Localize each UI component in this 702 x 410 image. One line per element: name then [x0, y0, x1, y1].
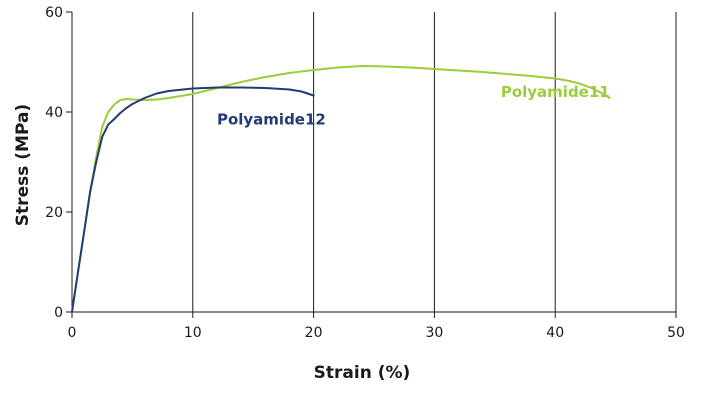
- y-tick-label: 40: [45, 105, 63, 121]
- x-tick-label: 40: [546, 325, 564, 341]
- x-tick-label: 20: [305, 325, 323, 341]
- series-line-polyamide11: [71, 65, 611, 313]
- series-label-polyamide12: Polyamide12: [217, 111, 326, 129]
- y-tick-label: 20: [45, 205, 63, 221]
- tick-labels: 0 10 20 30 40 50 0 20 40 60: [45, 5, 685, 341]
- x-tick-label: 30: [425, 325, 443, 341]
- series-label-polyamide11: Polyamide11: [501, 83, 610, 101]
- series-lines: [71, 65, 611, 313]
- series-line-polyamide12: [71, 86, 315, 313]
- y-tick-label: 60: [45, 5, 63, 21]
- annotations: Polyamide12 Polyamide11: [217, 83, 610, 129]
- grid-lines: [192, 12, 556, 312]
- x-tick-label: 0: [68, 325, 77, 341]
- axes: [66, 11, 677, 318]
- x-tick-label: 50: [667, 325, 685, 341]
- y-tick-label: 0: [54, 305, 63, 321]
- x-axis-title: Strain (%): [314, 363, 411, 383]
- x-tick-label: 10: [184, 325, 202, 341]
- y-axis-title: Stress (MPa): [13, 104, 33, 226]
